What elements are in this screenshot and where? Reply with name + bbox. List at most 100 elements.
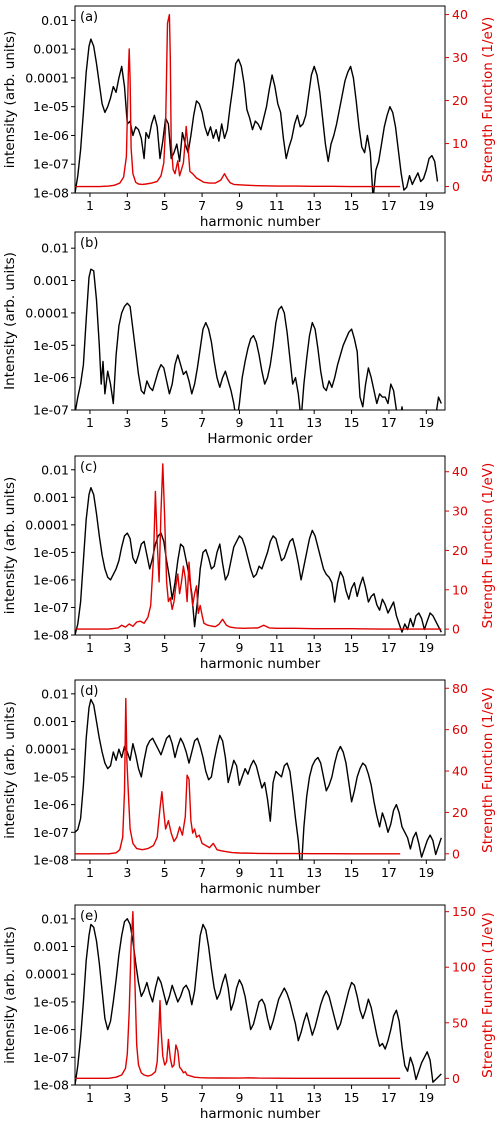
x-tick-label: 5: [161, 640, 169, 655]
x-axis-title: Harmonic order: [207, 431, 313, 447]
x-tick-label: 7: [198, 1090, 206, 1105]
y-axis-title: Intensity (arb. units): [2, 252, 18, 390]
x-tick-label: 13: [306, 415, 322, 430]
plot-frame: [74, 679, 446, 861]
x-tick-label: 3: [123, 865, 131, 880]
y2-tick-label: 10: [452, 136, 468, 151]
x-tick-label: 9: [235, 865, 243, 880]
y2-tick-label: 40: [452, 764, 468, 779]
panel-tag: (a): [80, 10, 98, 25]
intensity-series-line: [75, 268, 442, 410]
x-tick-label: 11: [269, 640, 285, 655]
y2-axis-title: Strength Function (1/eV): [480, 463, 496, 629]
x-axis-title: harmonic number: [200, 1106, 321, 1122]
x-tick-label: 15: [344, 865, 360, 880]
x-axis-title: harmonic number: [200, 881, 321, 897]
y-tick-label: 1e-06: [33, 128, 69, 143]
y2-tick-label: 80: [452, 681, 468, 696]
x-tick-label: 5: [161, 415, 169, 430]
x-tick-label: 11: [269, 415, 285, 430]
x-tick-label: 9: [235, 1090, 243, 1105]
y2-tick-label: 100: [452, 960, 476, 975]
x-tick-label: 1: [86, 1090, 94, 1105]
x-tick-label: 13: [306, 1090, 322, 1105]
y-tick-label: 1e-06: [33, 572, 69, 587]
panel-d: (d)1 3 5 7 9 11 13 15 17 191e-081e-071e-061e-050.…: [2, 679, 496, 897]
panel-b: (b)1 3 5 7 9 11 13 15 17 191e-071e-061e-050.00010…: [2, 231, 446, 447]
y2-tick-label: 20: [452, 93, 468, 108]
panel-tag: (d): [80, 684, 98, 699]
y-tick-label: 1e-05: [33, 769, 69, 784]
y-tick-label: 1e-05: [33, 338, 69, 353]
x-tick-label: 7: [198, 198, 206, 213]
y2-axis-title: Strength Function (1/eV): [480, 912, 496, 1078]
x-tick-label: 1: [86, 198, 94, 213]
x-tick-label: 1: [86, 640, 94, 655]
y-tick-label: 1e-07: [33, 825, 69, 840]
y2-tick-label: 20: [452, 543, 468, 558]
y-tick-label: 1e-08: [33, 853, 69, 868]
x-tick-label: 3: [123, 415, 131, 430]
x-tick-label: 19: [418, 1090, 434, 1105]
y-tick-label: 1e-05: [33, 99, 69, 114]
y2-axis-title: Strength Function (1/eV): [480, 17, 496, 183]
x-axis-title: harmonic number: [200, 214, 321, 230]
x-tick-label: 13: [306, 640, 322, 655]
y-tick-label: 1e-06: [33, 1022, 69, 1037]
plot-frame: [74, 455, 446, 636]
y-tick-label: 0.001: [33, 42, 69, 57]
x-tick-label: 5: [161, 1090, 169, 1105]
y2-tick-label: 0: [452, 622, 460, 637]
y-tick-label: 1e-05: [33, 545, 69, 560]
panel-tag: (b): [80, 236, 98, 251]
x-axis-title: harmonic number: [200, 656, 321, 672]
x-tick-label: 17: [381, 865, 397, 880]
y2-tick-label: 30: [452, 50, 468, 65]
strength-function-series-line: [75, 911, 401, 1080]
x-tick-label: 15: [344, 640, 360, 655]
x-tick-label: 19: [418, 865, 434, 880]
y-axis-title: intensity (arb. units): [2, 926, 18, 1064]
y-tick-label: 0.01: [41, 13, 69, 28]
x-tick-label: 7: [198, 640, 206, 655]
x-tick-label: 17: [381, 198, 397, 213]
panel-a: (a)1 3 5 7 9 11 13 15 17 191e-081e-071e-061e-050.…: [2, 5, 496, 230]
y-tick-label: 0.01: [41, 462, 69, 477]
x-tick-label: 7: [198, 865, 206, 880]
intensity-series-line: [75, 918, 442, 1085]
x-tick-label: 19: [418, 640, 434, 655]
plot-frame: [74, 5, 446, 194]
x-tick-label: 19: [418, 415, 434, 430]
x-tick-label: 17: [381, 1090, 397, 1105]
x-tick-label: 15: [344, 415, 360, 430]
panel-c: (c)1 3 5 7 9 11 13 15 17 191e-081e-071e-061e-050.…: [2, 455, 496, 672]
panel-e: (e)1 3 5 7 9 11 13 15 17 191e-081e-071e-061e-050.…: [2, 904, 496, 1122]
y-tick-label: 0.001: [33, 714, 69, 729]
y-tick-label: 0.01: [41, 911, 69, 926]
y2-tick-label: 0: [452, 179, 460, 194]
y-tick-label: 0.0001: [25, 967, 69, 982]
intensity-series-line: [75, 698, 442, 860]
x-tick-label: 7: [198, 415, 206, 430]
y-tick-label: 1e-07: [33, 157, 69, 172]
x-tick-label: 11: [269, 1090, 285, 1105]
y-tick-label: 1e-07: [33, 403, 69, 418]
y-tick-label: 0.0001: [25, 517, 69, 532]
intensity-series-line: [75, 487, 442, 635]
x-tick-label: 3: [123, 640, 131, 655]
strength-function-series-line: [75, 463, 442, 630]
y2-tick-label: 10: [452, 582, 468, 597]
y2-tick-label: 20: [452, 805, 468, 820]
y2-tick-label: 150: [452, 904, 476, 919]
x-tick-label: 17: [381, 415, 397, 430]
y2-tick-label: 0: [452, 1071, 460, 1086]
strength-function-series-line: [75, 697, 401, 855]
x-tick-label: 17: [381, 640, 397, 655]
plot-frame: [74, 231, 446, 411]
y-tick-label: 0.0001: [25, 742, 69, 757]
x-tick-label: 9: [235, 640, 243, 655]
y-tick-label: 0.01: [41, 686, 69, 701]
y-tick-label: 1e-08: [33, 1078, 69, 1093]
y2-tick-label: 40: [452, 464, 468, 479]
x-tick-label: 5: [161, 198, 169, 213]
